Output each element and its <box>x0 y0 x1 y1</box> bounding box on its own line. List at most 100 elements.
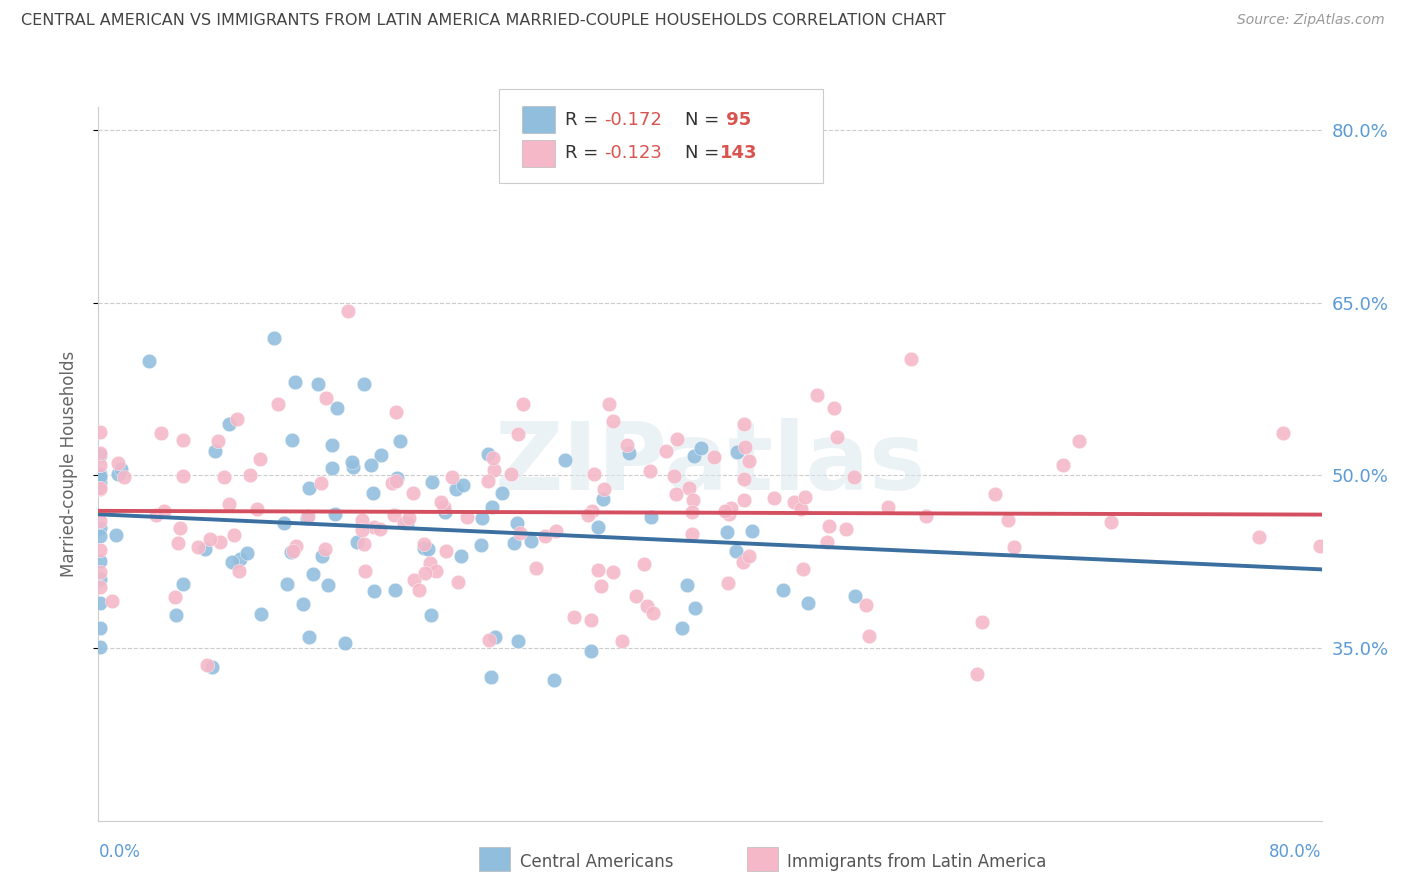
Point <box>1004 540 1026 554</box>
Point <box>408 583 430 598</box>
Point <box>110 462 132 476</box>
Point <box>153 503 176 517</box>
Point <box>401 485 423 500</box>
Point <box>602 565 624 579</box>
Point <box>763 491 786 505</box>
Text: R =: R = <box>565 145 605 162</box>
Point <box>718 507 741 521</box>
Point <box>582 467 605 482</box>
Point <box>297 510 319 524</box>
Point <box>815 534 838 549</box>
Point <box>218 497 240 511</box>
Point <box>212 470 235 484</box>
Point <box>806 388 828 402</box>
Point <box>727 444 749 458</box>
Point <box>89 573 111 587</box>
Point <box>506 516 529 531</box>
Point <box>416 541 439 556</box>
Point <box>420 608 443 623</box>
Point <box>413 566 436 580</box>
Text: Source: ZipAtlas.com: Source: ZipAtlas.com <box>1237 13 1385 28</box>
Point <box>797 596 820 610</box>
Point <box>309 475 332 490</box>
Point <box>534 529 557 543</box>
Point <box>201 659 224 673</box>
Point <box>430 495 453 509</box>
Point <box>246 502 269 516</box>
Point <box>236 545 259 559</box>
Point <box>834 522 856 536</box>
Point <box>783 495 806 509</box>
Point <box>641 606 664 620</box>
Point <box>512 397 534 411</box>
Point <box>433 506 456 520</box>
Point <box>772 583 794 598</box>
Point <box>675 577 697 591</box>
Point <box>900 352 922 367</box>
Point <box>389 434 412 449</box>
Text: -0.123: -0.123 <box>605 145 662 162</box>
Point <box>734 440 756 454</box>
Point <box>714 504 737 518</box>
Point <box>89 580 111 594</box>
Text: 0.0%: 0.0% <box>98 843 141 861</box>
Point <box>586 563 609 577</box>
Point <box>520 533 543 548</box>
Point <box>273 516 295 531</box>
Point <box>703 450 725 465</box>
Point <box>733 417 755 432</box>
Point <box>491 486 513 500</box>
Text: Immigrants from Latin America: Immigrants from Latin America <box>787 853 1046 871</box>
Point <box>150 425 173 440</box>
Point <box>858 629 880 643</box>
Point <box>576 508 599 522</box>
Point <box>198 533 221 547</box>
Point <box>263 331 285 345</box>
Point <box>280 433 302 447</box>
Point <box>508 633 530 648</box>
Point <box>425 564 447 578</box>
Point <box>664 469 686 483</box>
Point <box>337 303 360 318</box>
Point <box>433 500 456 514</box>
Point <box>281 544 304 558</box>
Point <box>506 426 529 441</box>
Point <box>484 463 506 477</box>
Point <box>666 432 689 446</box>
Text: 80.0%: 80.0% <box>1270 843 1322 861</box>
Point <box>89 458 111 473</box>
Point <box>385 471 408 485</box>
Point <box>195 657 218 672</box>
Point <box>554 452 576 467</box>
Point <box>209 535 232 549</box>
Point <box>165 591 187 605</box>
Point <box>591 579 613 593</box>
Point <box>342 459 364 474</box>
Point <box>685 601 707 615</box>
Point <box>307 376 329 391</box>
Point <box>588 520 610 534</box>
Point <box>249 452 271 467</box>
Point <box>89 542 111 557</box>
Point <box>581 503 603 517</box>
Point <box>89 621 111 635</box>
Point <box>342 455 364 469</box>
Point <box>966 666 988 681</box>
Point <box>298 482 321 496</box>
Point <box>733 554 755 568</box>
Point <box>733 492 755 507</box>
Point <box>267 397 290 411</box>
Point <box>207 434 229 449</box>
Point <box>422 475 444 490</box>
Point <box>716 524 738 539</box>
Point <box>297 509 319 524</box>
Point <box>914 509 936 524</box>
Point <box>681 505 703 519</box>
Point <box>683 449 706 463</box>
Point <box>983 486 1005 500</box>
Point <box>172 434 194 448</box>
Point <box>315 391 337 405</box>
Point <box>1069 434 1091 448</box>
Text: R =: R = <box>565 111 605 128</box>
Point <box>204 443 226 458</box>
